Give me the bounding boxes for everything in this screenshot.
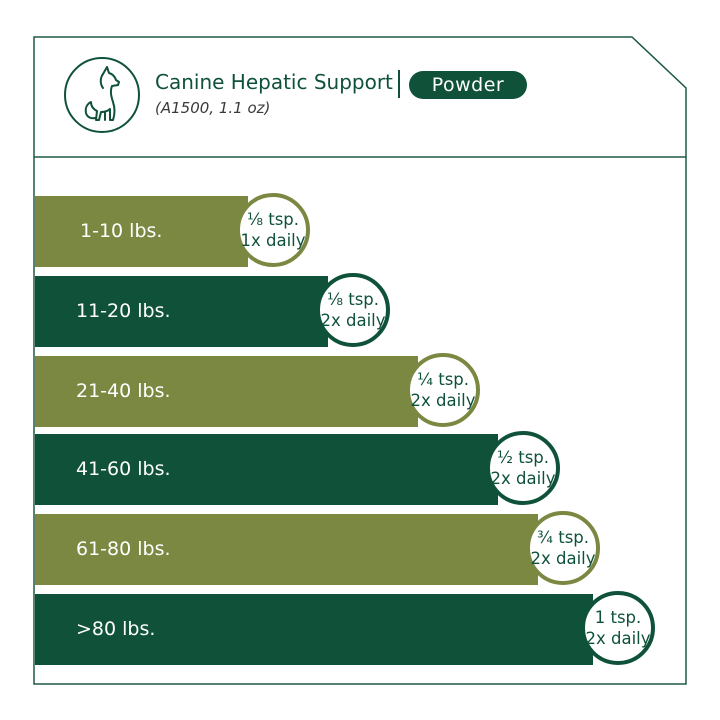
weight-label: >80 lbs. bbox=[76, 618, 156, 640]
dose-circle: ⅛ tsp. 1x daily bbox=[236, 193, 310, 267]
dosing-bar bbox=[35, 276, 328, 347]
dose-circle: ¾ tsp. 2x daily bbox=[526, 511, 600, 585]
dose-frequency: 1x daily bbox=[240, 231, 306, 250]
dose-circle: ¼ tsp. 2x daily bbox=[406, 353, 480, 427]
dose-amount: ⅛ tsp. bbox=[246, 210, 300, 229]
weight-label: 41-60 lbs. bbox=[76, 458, 171, 480]
dose-frequency: 2x daily bbox=[410, 391, 476, 410]
dose-amount: ½ tsp. bbox=[496, 448, 550, 467]
product-size: (A1500, 1.1 oz) bbox=[155, 99, 271, 117]
dose-frequency: 2x daily bbox=[490, 469, 556, 488]
dose-amount: ¼ tsp. bbox=[416, 370, 470, 389]
dog-icon bbox=[64, 57, 140, 133]
weight-label: 61-80 lbs. bbox=[76, 538, 171, 560]
dose-amount: ¾ tsp. bbox=[536, 528, 590, 547]
dose-circle: ⅛ tsp. 2x daily bbox=[316, 273, 390, 347]
dosing-bar bbox=[35, 356, 418, 427]
dose-frequency: 2x daily bbox=[320, 311, 386, 330]
dose-amount: ⅛ tsp. bbox=[326, 290, 380, 309]
weight-label: 21-40 lbs. bbox=[76, 380, 171, 402]
dosing-bar bbox=[35, 196, 248, 267]
weight-label: 11-20 lbs. bbox=[76, 300, 171, 322]
dose-frequency: 2x daily bbox=[585, 629, 651, 648]
dose-circle: ½ tsp. 2x daily bbox=[486, 431, 560, 505]
product-title: Canine Hepatic Support bbox=[155, 70, 393, 94]
weight-label: 1-10 lbs. bbox=[80, 220, 163, 242]
dosing-bar bbox=[35, 434, 498, 505]
title-divider bbox=[398, 70, 400, 98]
dosing-bar bbox=[35, 594, 593, 665]
dose-circle: 1 tsp. 2x daily bbox=[581, 591, 655, 665]
dosing-bar bbox=[35, 514, 538, 585]
dose-frequency: 2x daily bbox=[530, 549, 596, 568]
form-badge: Powder bbox=[409, 71, 527, 99]
dose-amount: 1 tsp. bbox=[594, 608, 642, 627]
